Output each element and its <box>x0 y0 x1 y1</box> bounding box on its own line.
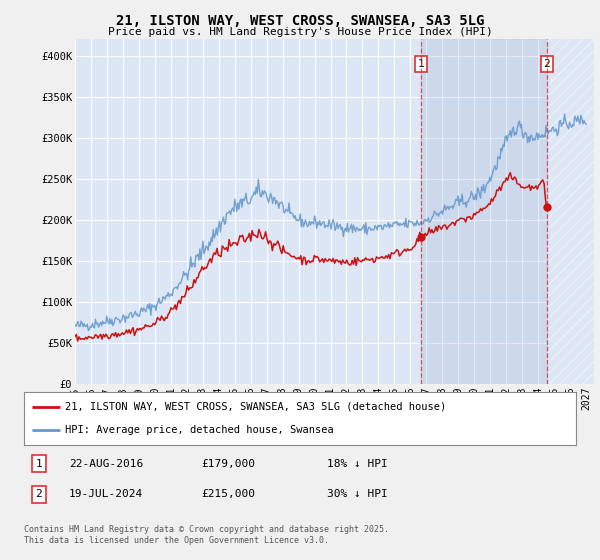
Text: 1: 1 <box>417 59 424 69</box>
Text: 18% ↓ HPI: 18% ↓ HPI <box>327 459 388 469</box>
Text: £215,000: £215,000 <box>201 489 255 500</box>
Text: 21, ILSTON WAY, WEST CROSS, SWANSEA, SA3 5LG (detached house): 21, ILSTON WAY, WEST CROSS, SWANSEA, SA3… <box>65 402 446 412</box>
Text: 2: 2 <box>544 59 550 69</box>
Text: Price paid vs. HM Land Registry's House Price Index (HPI): Price paid vs. HM Land Registry's House … <box>107 27 493 37</box>
Text: 2: 2 <box>35 489 43 500</box>
Text: 1: 1 <box>35 459 43 469</box>
Text: HPI: Average price, detached house, Swansea: HPI: Average price, detached house, Swan… <box>65 425 334 435</box>
Bar <box>547 39 594 384</box>
Text: 30% ↓ HPI: 30% ↓ HPI <box>327 489 388 500</box>
Text: 21, ILSTON WAY, WEST CROSS, SWANSEA, SA3 5LG: 21, ILSTON WAY, WEST CROSS, SWANSEA, SA3… <box>116 14 484 28</box>
Text: 19-JUL-2024: 19-JUL-2024 <box>69 489 143 500</box>
Text: Contains HM Land Registry data © Crown copyright and database right 2025.
This d: Contains HM Land Registry data © Crown c… <box>24 525 389 545</box>
Bar <box>547 39 594 384</box>
Text: 22-AUG-2016: 22-AUG-2016 <box>69 459 143 469</box>
Text: £179,000: £179,000 <box>201 459 255 469</box>
Bar <box>421 39 547 384</box>
